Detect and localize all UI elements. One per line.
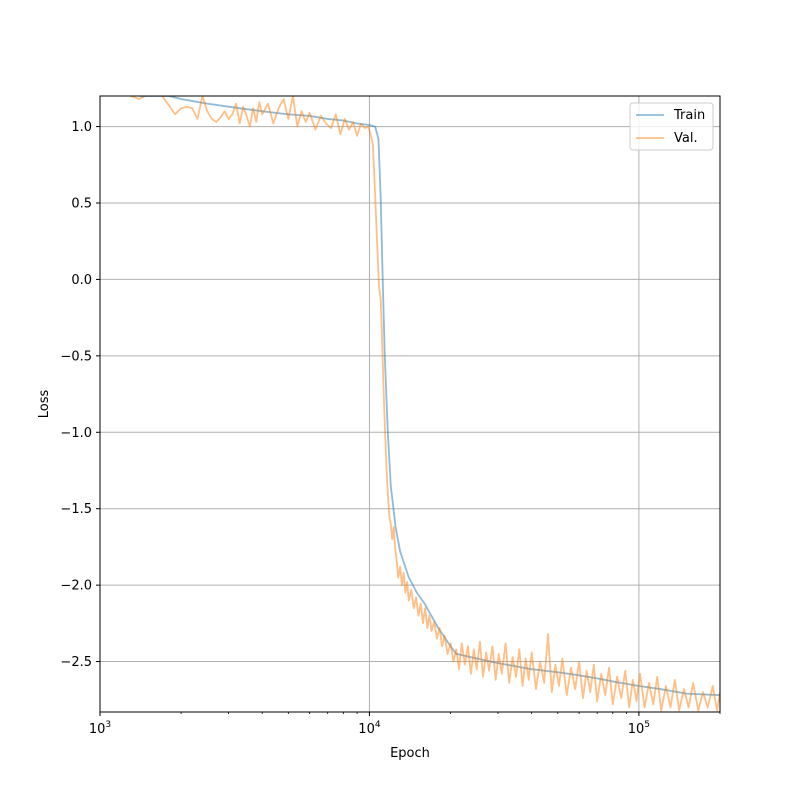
x-tick-label: 103 <box>89 720 111 737</box>
y-tick-label: 0.5 <box>71 196 92 211</box>
x-tick-label: 105 <box>628 720 650 737</box>
y-tick-label: −2.5 <box>60 655 92 670</box>
y-tick-label: 0.0 <box>71 273 92 288</box>
y-tick-label: −0.5 <box>60 349 92 364</box>
y-tick-label: −1.5 <box>60 502 92 517</box>
y-axis-label: Loss <box>37 390 52 419</box>
y-tick-label: 1.0 <box>71 120 92 135</box>
x-tick-label: 104 <box>358 720 381 737</box>
legend-label-val: Val. <box>674 131 698 146</box>
y-tick-label: −2.0 <box>60 579 92 594</box>
legend: Train Val. <box>629 102 714 151</box>
axis-ticks: 1.0 0.5 0.0 −0.5 −1.0 −1.5 −2.0 −2.5 103 104 105 <box>60 120 721 737</box>
plot-frame <box>99 95 721 713</box>
series-line-val <box>130 96 720 712</box>
legend-label-train: Train <box>673 108 705 123</box>
x-axis-label: Epoch <box>390 746 430 761</box>
series-layer <box>130 96 720 712</box>
y-tick-label: −1.0 <box>60 426 92 441</box>
